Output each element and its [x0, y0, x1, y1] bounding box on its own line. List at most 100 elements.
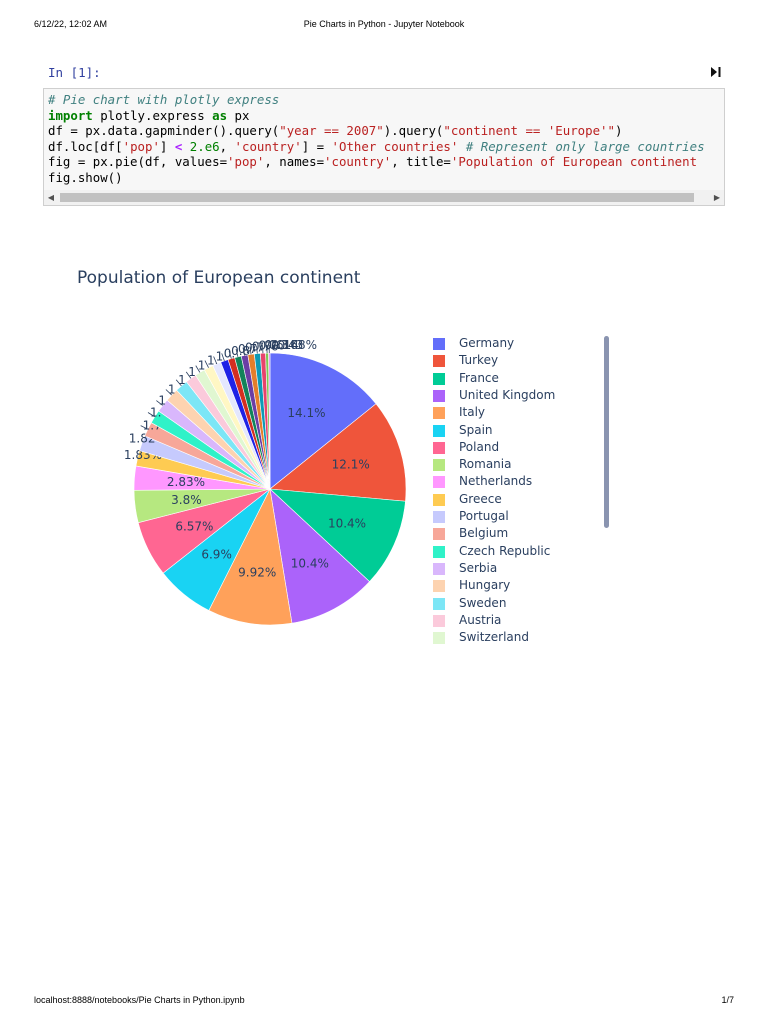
code-token: # Pie chart with plotly express: [48, 92, 280, 107]
pie-slice-label: 0.168%: [271, 338, 317, 352]
print-header: 6/12/22, 12:02 AM Pie Charts in Python -…: [0, 19, 768, 31]
code-line: fig.show(): [48, 170, 724, 186]
scroll-left-icon[interactable]: ◀: [47, 193, 55, 202]
legend-label: Italy: [459, 405, 486, 420]
chart-legend[interactable]: Germany Turkey France United Kingdom Italy Sp…: [433, 336, 603, 656]
chart-title: Population of European continent: [77, 268, 361, 288]
pie-label-leader: [235, 348, 239, 357]
legend-label: Czech Republic: [459, 543, 551, 558]
legend-swatch: [433, 511, 445, 523]
legend-label: Portugal: [459, 509, 509, 523]
code-token: "year == 2007": [279, 123, 384, 139]
pie-slice-label: 1: [188, 365, 196, 379]
code-token: ,: [219, 138, 235, 154]
pie-slice-label: 0.7: [245, 341, 264, 355]
pie-slice-label: 0.614: [265, 338, 299, 352]
pie-label-leader: [204, 360, 209, 368]
pie-slice-label: 10.4%: [291, 556, 329, 570]
pie-label-leader: [156, 400, 163, 406]
code-token: [458, 139, 465, 154]
pie-slice[interactable]: [269, 352, 377, 490]
pie-label-leader: [165, 389, 172, 396]
legend-swatch: [433, 407, 445, 420]
code-token: 'pop': [122, 138, 160, 154]
pie-slice-label: 6.57%: [175, 519, 213, 533]
print-datetime: 6/12/22, 12:02 AM: [34, 19, 108, 29]
legend-label: Germany: [459, 336, 515, 350]
pie-label-leader: [213, 356, 218, 365]
code-line: import plotly.express as px: [48, 108, 724, 124]
pie-label-leader: [249, 346, 252, 355]
code-token: 'pop': [227, 154, 265, 170]
pie-label-leader: [242, 347, 245, 356]
code-token: plotly.express: [92, 107, 213, 123]
legend-label: Netherlands: [459, 474, 533, 489]
pie-slice[interactable]: [208, 488, 293, 626]
code-cell[interactable]: # Pie chart with plotly express import pl…: [43, 88, 725, 206]
legend-swatch: [433, 632, 445, 645]
pie-slice-label: 10.4%: [328, 516, 366, 530]
code-token: [182, 139, 189, 154]
code-line: df.loc[df['pop'] < 2.e6, 'country'] = 'O…: [48, 139, 724, 155]
print-page-title: Pie Charts in Python - Jupyter Notebook: [303, 19, 465, 29]
legend-swatch: [433, 338, 445, 350]
legend-swatch: [433, 355, 445, 368]
pie-slice-label: 0.343: [269, 338, 303, 352]
legend-swatch: [433, 441, 445, 454]
legend-label: Spain: [459, 422, 493, 437]
legend-swatch: [433, 597, 445, 610]
legend-label: Sweden: [459, 595, 507, 610]
pie-slice[interactable]: [269, 488, 406, 583]
pie-slice-label: 14.1%: [287, 406, 325, 420]
code-editor[interactable]: # Pie chart with plotly express import pl…: [48, 92, 724, 188]
pie-slice-label: 1: [178, 373, 186, 387]
legend-scrollbar[interactable]: [604, 336, 609, 528]
legend-swatch: [433, 459, 445, 472]
pie-slice[interactable]: [268, 352, 271, 490]
code-token: fig = px.pie(df, values=: [48, 154, 228, 170]
pie-slice-label: 1: [216, 349, 224, 363]
pie-slice-label: 1: [158, 394, 166, 408]
print-page-number: 1/7: [721, 995, 734, 1005]
pie-slice-label: 3.8%: [171, 493, 202, 507]
legend-label: France: [459, 370, 499, 385]
pie-slice-label: 0.7: [238, 342, 257, 356]
pie-chart[interactable]: 14.1% 12.1% 10.4% 10.4% 9.92% 6.9% 6.57% 3.8% 2.…: [0, 230, 768, 670]
legend-swatch: [433, 580, 445, 593]
pie-slice-label: 0.8: [231, 344, 250, 358]
pie-slice-label: 6.9%: [201, 547, 232, 561]
code-token: fig.show(): [48, 169, 123, 185]
pie-slice-label: 1.: [150, 406, 161, 420]
legend-label: Romania: [459, 457, 512, 472]
legend-label: Turkey: [459, 353, 499, 368]
cell-input-prompt: In [1]:: [48, 65, 101, 80]
code-token: <: [174, 138, 183, 154]
run-cell-icon[interactable]: [710, 66, 722, 78]
pie-slice-label: 0.70: [259, 339, 286, 353]
legend-label: Poland: [459, 439, 500, 454]
code-token: df.loc[df[: [48, 138, 123, 154]
code-token: ] =: [301, 138, 332, 154]
code-line: # Pie chart with plotly express: [48, 92, 724, 108]
code-token: , title=: [391, 154, 451, 170]
pie-label-leader: [221, 353, 225, 362]
scrollbar-thumb[interactable]: [60, 193, 694, 202]
code-line: df = px.data.gapminder().query("year == …: [48, 123, 724, 139]
legend-swatch: [433, 545, 445, 558]
horizontal-scrollbar[interactable]: ◀ ▶: [44, 190, 724, 205]
scroll-right-icon[interactable]: ▶: [713, 193, 721, 202]
pie-slice[interactable]: [269, 488, 370, 624]
legend-swatch: [433, 372, 445, 385]
pie-label-leader: [147, 412, 155, 418]
code-token: import: [48, 107, 93, 123]
pie-label-leader: [256, 345, 258, 354]
code-token: 'country': [324, 154, 392, 170]
code-token: ): [614, 123, 623, 139]
pie-slice-label: 1.: [207, 354, 218, 368]
pie-slice[interactable]: [269, 403, 407, 502]
legend-swatch: [433, 528, 445, 541]
code-token: df = px.data.gapminder().query(: [48, 123, 280, 139]
code-token: ]: [159, 138, 175, 154]
pie-slice-label: 2.83%: [167, 475, 205, 489]
pie-label-leader: [228, 350, 232, 359]
